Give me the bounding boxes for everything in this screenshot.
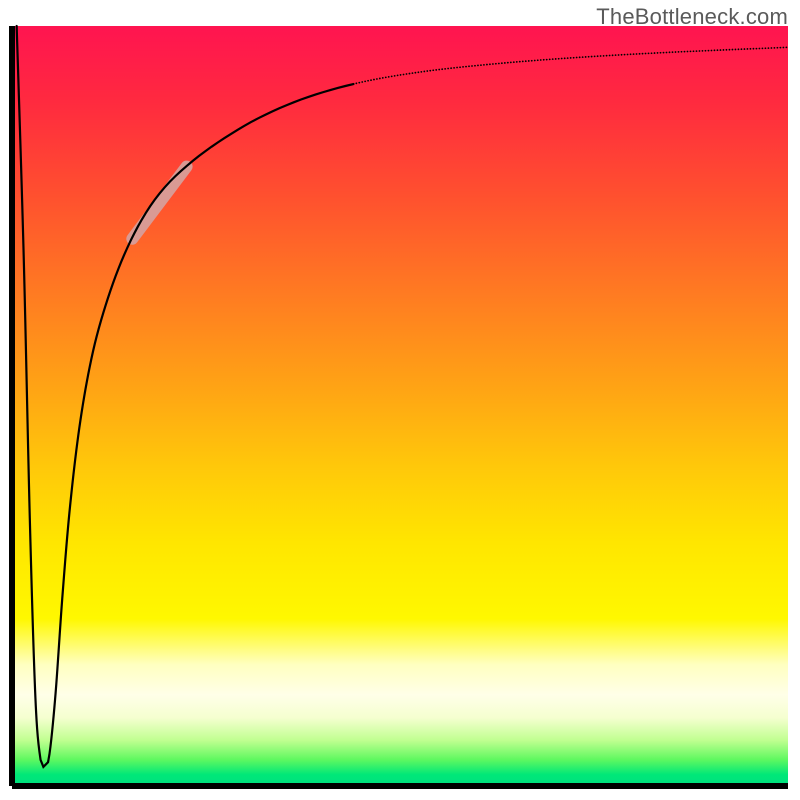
- gradient-background: [12, 26, 788, 786]
- chart-svg: [12, 26, 788, 786]
- chart-container: { "watermark": { "text": "TheBottleneck.…: [0, 0, 800, 800]
- plot-area: [12, 26, 788, 786]
